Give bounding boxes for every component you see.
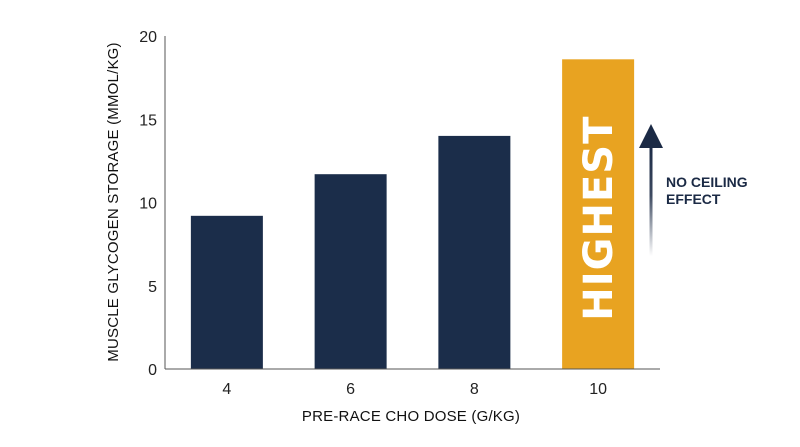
y-tick-label: 20 [139,29,157,46]
annotation-line-1: NO CEILING [666,174,748,190]
y-axis-ticks: 0 5 10 15 20 [139,29,157,379]
y-tick-label: 5 [148,279,157,296]
bars-group [190,59,635,370]
x-axis-title: PRE-RACE CHO DOSE (G/KG) [302,408,520,425]
x-tick-label: 6 [346,381,355,398]
x-tick-label: 10 [589,381,607,398]
x-axis-ticks: 4 6 8 10 [222,381,607,398]
bar [438,135,511,369]
up-arrow-icon [639,124,663,148]
y-axis-title: MUSCLE GLYCOGEN STORAGE (MMOL/KG) [105,42,122,361]
x-tick-label: 8 [470,381,479,398]
y-tick-label: 10 [139,196,157,213]
up-arrow-shaft [649,146,653,256]
x-tick-label: 4 [222,381,231,398]
highlight-bar-label: HIGHEST [576,116,622,321]
bar-highlight [562,59,635,370]
bar [314,174,387,369]
y-tick-label: 15 [139,112,157,129]
bar [190,215,263,369]
annotation-line-2: EFFECT [666,191,721,207]
y-tick-label: 0 [148,362,157,379]
no-ceiling-annotation: NO CEILING EFFECT [639,124,748,256]
